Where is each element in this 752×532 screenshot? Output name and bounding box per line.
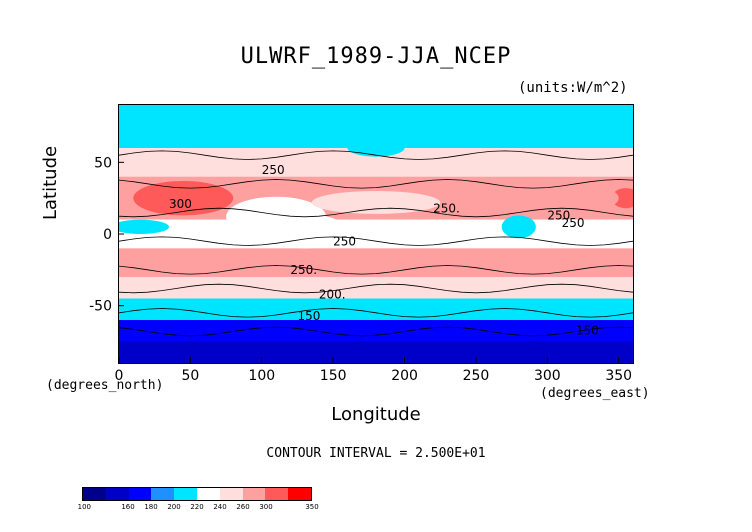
field-feature-2 — [611, 188, 633, 209]
latitude-band-3 — [119, 219, 633, 249]
colorbar-swatch — [265, 488, 289, 500]
contour-line-0 — [119, 150, 633, 160]
y-unit-label: (degrees_north) — [46, 378, 164, 393]
colorbar-swatch — [105, 488, 129, 500]
x-tick-label: 300 — [534, 368, 561, 384]
x-tick-label: 0 — [115, 368, 124, 384]
contour-label: 300 — [169, 197, 192, 211]
colorbar-swatch — [128, 488, 152, 500]
field-feature-9 — [218, 115, 305, 138]
field-feature-11 — [311, 191, 441, 214]
colorbar-tick-label: 200 — [167, 503, 181, 511]
field-feature-6 — [261, 213, 348, 249]
colorbar-swatch — [83, 488, 106, 500]
contour-label: 150 — [297, 309, 320, 323]
x-tick-label: 350 — [605, 368, 632, 384]
x-tick-label: 250 — [463, 368, 490, 384]
y-tick-label: -50 — [89, 299, 112, 315]
colorbar-tick-label: 160 — [121, 503, 135, 511]
colorbar-tick-label: 300 — [259, 503, 273, 511]
colorbar-tick-label: 220 — [190, 503, 204, 511]
contour-line-2 — [119, 207, 633, 218]
contour-label: 250 — [262, 163, 285, 177]
contour-line-3 — [119, 236, 633, 246]
map-plot-area: 250 250 300 250. 250 250 250. 200. 150 150 — [118, 104, 634, 364]
contour-label: 250. — [433, 202, 460, 216]
colorbar-swatch — [242, 488, 266, 500]
field-feature-1 — [144, 191, 208, 214]
y-tick-label: 50 — [94, 155, 112, 171]
contour-label: 150 — [576, 323, 599, 337]
x-axis-label: Longitude — [331, 404, 421, 425]
x-tick-label: 150 — [320, 368, 347, 384]
colorbar-labels: 100 160 180 200 220 240 260 300 350 — [78, 503, 319, 515]
contour-label: 250 — [547, 209, 570, 223]
colorbar-tick-label: 240 — [213, 503, 227, 511]
latitude-band-8 — [119, 341, 633, 363]
colorbar-swatch — [174, 488, 197, 500]
x-unit-label: (degrees_east) — [540, 386, 650, 401]
colorbar-swatch — [196, 488, 220, 500]
field-feature-7 — [501, 215, 536, 239]
colorbar-swatch — [151, 488, 175, 500]
x-tick-label: 200 — [391, 368, 418, 384]
contour-line-5 — [119, 283, 633, 294]
contour-line-7 — [119, 326, 633, 337]
colorbar — [82, 487, 312, 501]
contour-label: 200. — [319, 288, 346, 302]
contour-label: 250. — [290, 263, 317, 277]
contour-line-1 — [119, 179, 633, 189]
contour-interval: CONTOUR INTERVAL = 2.500E+01 — [266, 446, 486, 461]
units-label: (units:W/m^2) — [518, 80, 628, 96]
x-tick-label: 50 — [181, 368, 199, 384]
chart-title: ULWRF_1989-JJA_NCEP — [240, 44, 512, 69]
latitude-band-6 — [119, 298, 633, 320]
contour-label: 250 — [333, 234, 356, 248]
y-tick-label: 0 — [103, 227, 112, 243]
colorbar-swatch — [288, 488, 311, 500]
colorbar-tick-label: 100 — [77, 503, 91, 511]
contour-line-4 — [119, 265, 633, 275]
y-axis-label: Latitude — [40, 145, 61, 220]
contour-line-6 — [119, 308, 633, 318]
field-feature-10 — [347, 139, 405, 157]
field-feature-4 — [533, 183, 619, 213]
x-tick-label: 100 — [248, 368, 275, 384]
colorbar-tick-label: 180 — [144, 503, 158, 511]
latitude-band-4 — [119, 248, 633, 277]
latitude-band-7 — [119, 320, 633, 342]
colorbar-tick-label: 350 — [305, 503, 319, 511]
colorbar-tick-label: 260 — [236, 503, 250, 511]
colorbar-swatch — [219, 488, 243, 500]
field-feature-8 — [119, 219, 169, 234]
contour-label: 250 — [562, 216, 585, 230]
latitude-band-5 — [119, 277, 633, 299]
